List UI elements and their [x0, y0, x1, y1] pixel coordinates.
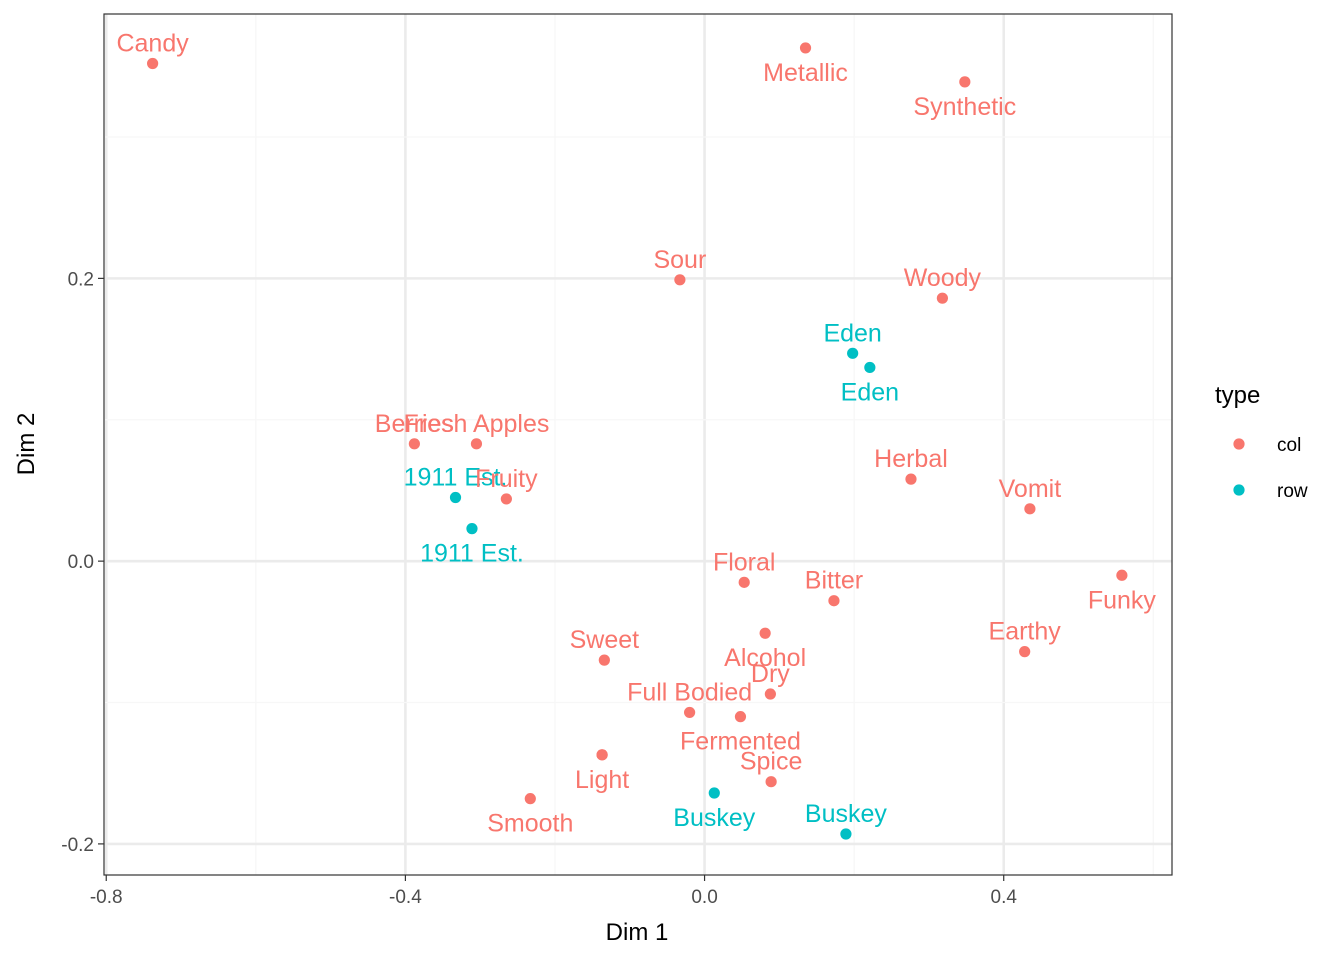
data-point-col — [524, 793, 536, 805]
y-tick-label: -0.2 — [61, 835, 94, 856]
legend-title: type — [1215, 382, 1260, 409]
point-label: Buskey — [805, 800, 887, 828]
x-tick-label: 0.4 — [991, 887, 1018, 908]
point-label: Fruity — [475, 465, 538, 493]
data-point-row — [847, 347, 859, 359]
point-labels: Candy Metallic Synthetic Sour Woody Eden Eden B… — [116, 29, 1156, 837]
data-point-col — [598, 654, 610, 666]
point-label: Fresh Apples — [403, 410, 549, 438]
point-label: Candy — [116, 29, 189, 57]
x-axis: -0.8 -0.4 0.0 0.4 — [90, 875, 1017, 908]
y-tick-label: 0.0 — [68, 552, 94, 573]
data-point-col — [764, 688, 776, 700]
data-point-col — [759, 627, 771, 639]
point-label: Sweet — [570, 626, 640, 654]
data-point-col — [470, 438, 483, 450]
point-label: Metallic — [763, 59, 848, 87]
point-label: Sour — [653, 246, 706, 274]
point-label: Alcohol — [724, 644, 806, 672]
data-points — [147, 42, 1128, 840]
y-axis-title: Dim 2 — [13, 413, 40, 476]
plot-panel-border — [103, 13, 1173, 876]
data-point-col — [408, 438, 420, 450]
data-point-col — [596, 749, 608, 761]
point-label: Funky — [1088, 586, 1157, 614]
legend-key-row — [1233, 484, 1245, 496]
data-point-row — [840, 828, 852, 840]
data-point-col — [734, 711, 747, 723]
data-point-col — [674, 274, 686, 286]
data-point-col — [1116, 569, 1128, 581]
point-label: Fermented — [680, 728, 801, 756]
x-tick-label: -0.4 — [389, 887, 422, 908]
point-label: Berries — [375, 410, 454, 438]
x-axis-title: Dim 1 — [606, 919, 669, 946]
point-label: Herbal — [874, 445, 948, 473]
data-point-col — [905, 473, 917, 485]
point-label: Earthy — [989, 618, 1062, 646]
point-label: Woody — [904, 264, 982, 292]
data-point-row — [708, 787, 720, 799]
point-label: 1911 Est. — [404, 464, 508, 492]
data-point-row — [466, 523, 478, 535]
data-point-col — [147, 57, 159, 70]
data-point-col — [828, 595, 840, 607]
y-tick-label: 0.2 — [68, 269, 94, 290]
point-label: Buskey — [673, 804, 755, 832]
point-label: Floral — [713, 548, 776, 576]
legend-label-col: col — [1277, 435, 1301, 456]
point-label: Full Bodied — [627, 678, 752, 706]
point-label: Smooth — [487, 810, 573, 838]
point-label: Spice — [740, 748, 803, 776]
data-point-col — [500, 493, 512, 505]
x-tick-label: 0.0 — [691, 887, 717, 908]
x-tick-label: -0.8 — [90, 887, 123, 908]
point-label: Eden — [841, 378, 899, 406]
data-point-col — [936, 292, 948, 304]
data-point-row — [864, 361, 876, 374]
data-point-col — [959, 76, 971, 88]
data-point-col — [799, 42, 812, 54]
legend: type col row — [1215, 382, 1308, 502]
data-point-col — [684, 706, 696, 719]
point-label: 1911 Est. — [420, 540, 524, 568]
data-point-col — [1024, 503, 1036, 515]
point-label: Eden — [823, 319, 881, 347]
data-point-col — [738, 576, 750, 588]
point-label: Bitter — [805, 567, 863, 595]
data-point-col — [1019, 646, 1031, 658]
legend-key-col — [1233, 438, 1245, 450]
point-label: Dry — [751, 660, 790, 688]
point-label: Synthetic — [913, 93, 1016, 121]
y-axis: -0.2 0.0 0.2 — [61, 269, 104, 856]
legend-label-row: row — [1277, 481, 1308, 502]
data-point-col — [765, 776, 777, 788]
point-label: Light — [575, 766, 629, 794]
data-point-row — [449, 491, 462, 504]
point-label: Vomit — [999, 475, 1062, 503]
grid-lines — [104, 14, 1172, 875]
